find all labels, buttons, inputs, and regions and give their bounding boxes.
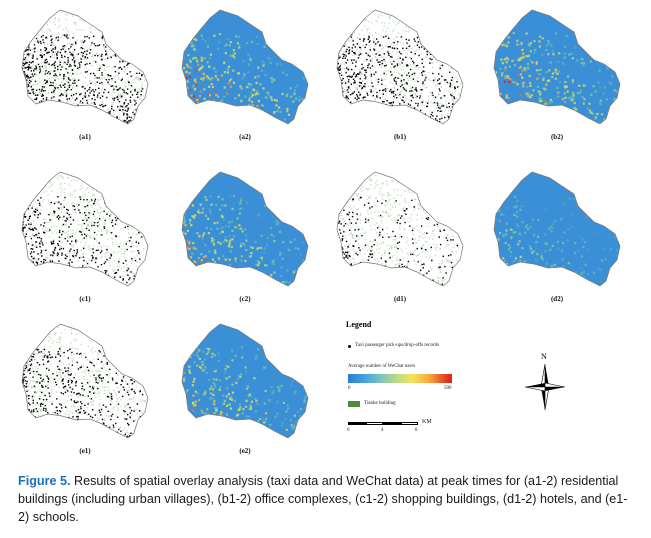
map-a2 [181, 9, 309, 125]
figure-caption: Figure 5. Results of spatial overlay ana… [18, 472, 634, 526]
map-b1 [336, 9, 464, 125]
panel-label-d1: (d1) [393, 295, 407, 303]
caption-text: Results of spatial overlay analysis (tax… [18, 474, 628, 524]
map-panel-a1: (a1) [10, 2, 160, 142]
north-arrow: N [523, 352, 573, 410]
map-c1 [21, 171, 149, 287]
panel-label-b1: (b1) [393, 133, 407, 141]
ramp-max-label: 500 [444, 386, 452, 391]
map-panel-d2: (d2) [482, 164, 632, 304]
map-panel-c2: (c2) [170, 164, 320, 304]
map-panel-a2: (a2) [170, 2, 320, 142]
scale-tick-4: 4 [381, 428, 384, 433]
north-label: N [541, 352, 547, 361]
panel-label-c2: (c2) [239, 295, 251, 303]
scale-seg [383, 422, 401, 425]
scale-bar [348, 422, 418, 425]
map-panel-b2: (b2) [482, 2, 632, 142]
panel-label-e1: (e1) [79, 447, 91, 455]
map-c2 [181, 171, 309, 287]
map-d1 [336, 171, 464, 287]
legend-building-label: Tianhe building [364, 401, 396, 406]
map-e2 [181, 323, 309, 439]
legend-wechat-label: Average number of WeChat users [348, 364, 416, 369]
panel-label-a2: (a2) [239, 133, 251, 141]
scale-unit: KM [422, 419, 432, 425]
map-d2 [493, 171, 621, 287]
scale-seg [400, 422, 418, 425]
map-panel-d1: (d1) [325, 164, 475, 304]
scale-seg [348, 422, 366, 425]
map-panel-e2: (e2) [170, 316, 320, 456]
panel-label-e2: (e2) [239, 447, 251, 455]
map-panel-c1: (c1) [10, 164, 160, 304]
figure-number: Figure 5. [18, 474, 71, 488]
map-b2 [493, 9, 621, 125]
panel-label-b2: (b2) [550, 133, 564, 141]
legend-taxi-label: Taxi passenger pick-ups/drop-offs record… [355, 343, 440, 348]
ramp-min-label: 0 [348, 386, 351, 391]
legend-title: Legend [346, 320, 372, 329]
wechat-color-ramp [348, 374, 452, 383]
building-swatch [348, 401, 360, 407]
map-panel-e1: (e1) [10, 316, 160, 456]
scale-tick-0: 0 [347, 428, 350, 433]
scale-seg [365, 422, 383, 425]
compass-icon [525, 364, 565, 410]
scale-tick-8: 8 [415, 428, 418, 433]
panel-label-c1: (c1) [79, 295, 91, 303]
figure-5: (a1) (a2) (b1) (b2) (c1) (c2) (d1) (d2) … [10, 2, 632, 458]
map-a1 [21, 9, 149, 125]
legend: Legend Taxi passenger pick-ups/drop-offs… [340, 318, 480, 458]
map-e1 [21, 323, 149, 439]
panel-label-d2: (d2) [550, 295, 564, 303]
taxi-dot-icon [348, 345, 351, 348]
panel-label-a1: (a1) [79, 133, 91, 141]
map-panel-b1: (b1) [325, 2, 475, 142]
